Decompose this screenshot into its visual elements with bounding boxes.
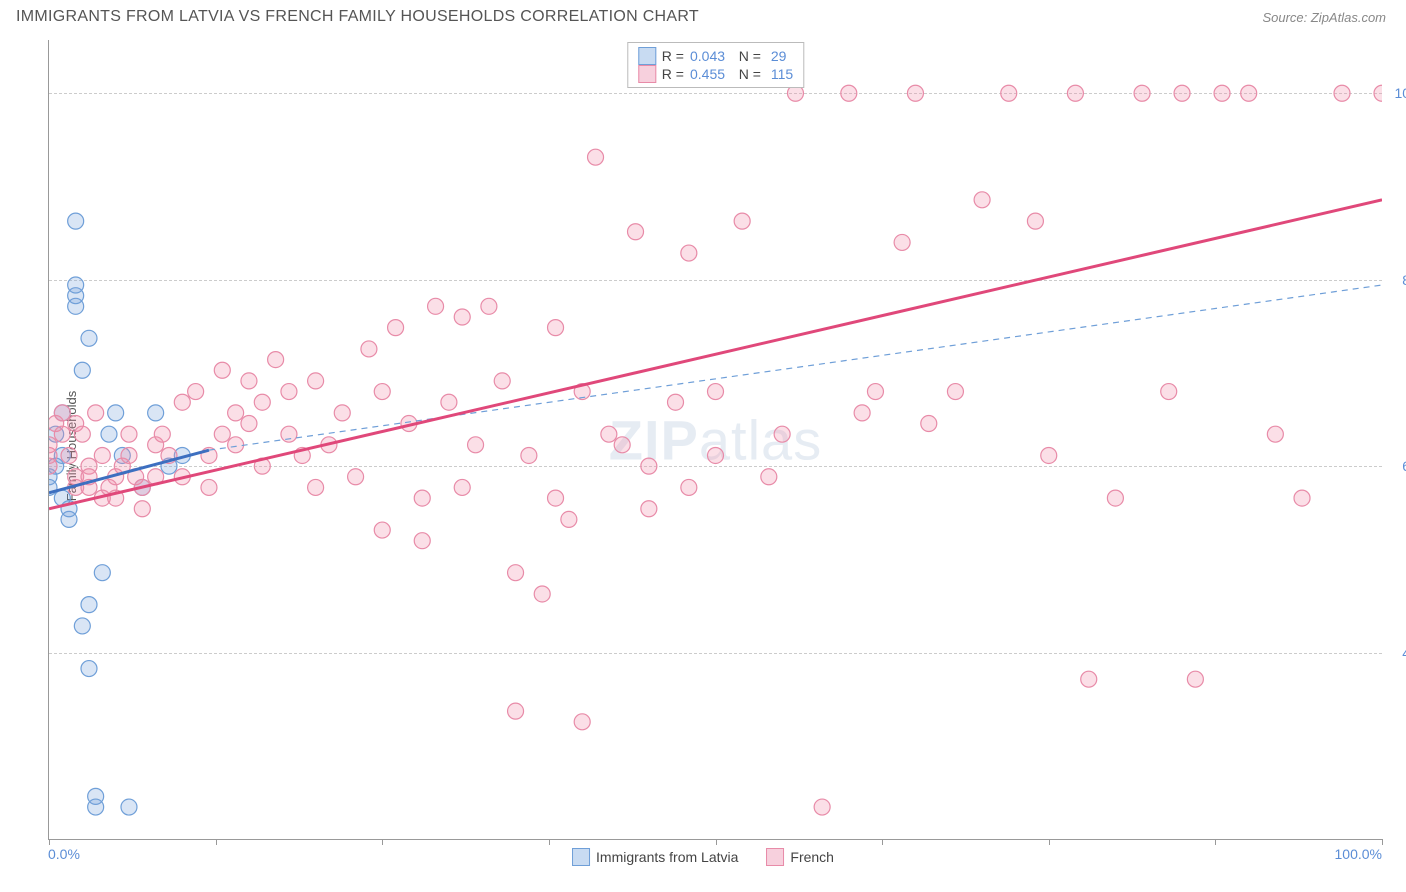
chart-svg xyxy=(49,40,1382,839)
x-tick-max: 100.0% xyxy=(1335,846,1382,862)
source-label: Source: ZipAtlas.com xyxy=(1262,10,1386,25)
legend-r-value: 0.043 xyxy=(690,48,725,64)
legend-swatch xyxy=(572,848,590,866)
legend-r-value: 0.455 xyxy=(690,66,725,82)
chart-header: IMMIGRANTS FROM LATVIA VS FRENCH FAMILY … xyxy=(0,0,1406,30)
x-tickmark xyxy=(1049,839,1050,845)
x-tick-min: 0.0% xyxy=(48,846,80,862)
legend-n-value: 29 xyxy=(767,48,786,64)
legend-n-label: N = xyxy=(731,48,761,64)
x-tickmark xyxy=(382,839,383,845)
y-tick-label: 65.0% xyxy=(1402,458,1406,474)
legend-swatch xyxy=(638,65,656,83)
plot-area: ZIPatlas 47.5%65.0%82.5%100.0%R =0.043 N… xyxy=(48,40,1382,840)
legend-n-label: N = xyxy=(731,66,761,82)
y-tick-label: 82.5% xyxy=(1402,272,1406,288)
y-tick-label: 100.0% xyxy=(1395,85,1406,101)
x-tickmark xyxy=(1215,839,1216,845)
legend-swatch xyxy=(766,848,784,866)
legend-r-label: R = xyxy=(662,66,684,82)
legend-stats: R = 0.043 N = 29 R = 0.455 N = 115 xyxy=(627,42,804,88)
x-tickmark xyxy=(49,839,50,845)
legend-bottom: Immigrants from Latvia French xyxy=(572,848,834,866)
legend-label: French xyxy=(790,849,834,865)
legend-swatch xyxy=(638,47,656,65)
x-tickmark xyxy=(549,839,550,845)
legend-n-value: 115 xyxy=(767,66,793,82)
legend-stats-row: R = 0.455 N = 115 xyxy=(638,65,793,83)
x-tickmark xyxy=(216,839,217,845)
x-tickmark xyxy=(716,839,717,845)
y-tick-label: 47.5% xyxy=(1402,645,1406,661)
legend-label: Immigrants from Latvia xyxy=(596,849,738,865)
legend-item: Immigrants from Latvia xyxy=(572,848,738,866)
x-tickmark xyxy=(1382,839,1383,845)
x-tickmark xyxy=(882,839,883,845)
legend-stats-row: R = 0.043 N = 29 xyxy=(638,47,793,65)
legend-item: French xyxy=(766,848,834,866)
chart-title: IMMIGRANTS FROM LATVIA VS FRENCH FAMILY … xyxy=(16,8,699,26)
legend-r-label: R = xyxy=(662,48,684,64)
